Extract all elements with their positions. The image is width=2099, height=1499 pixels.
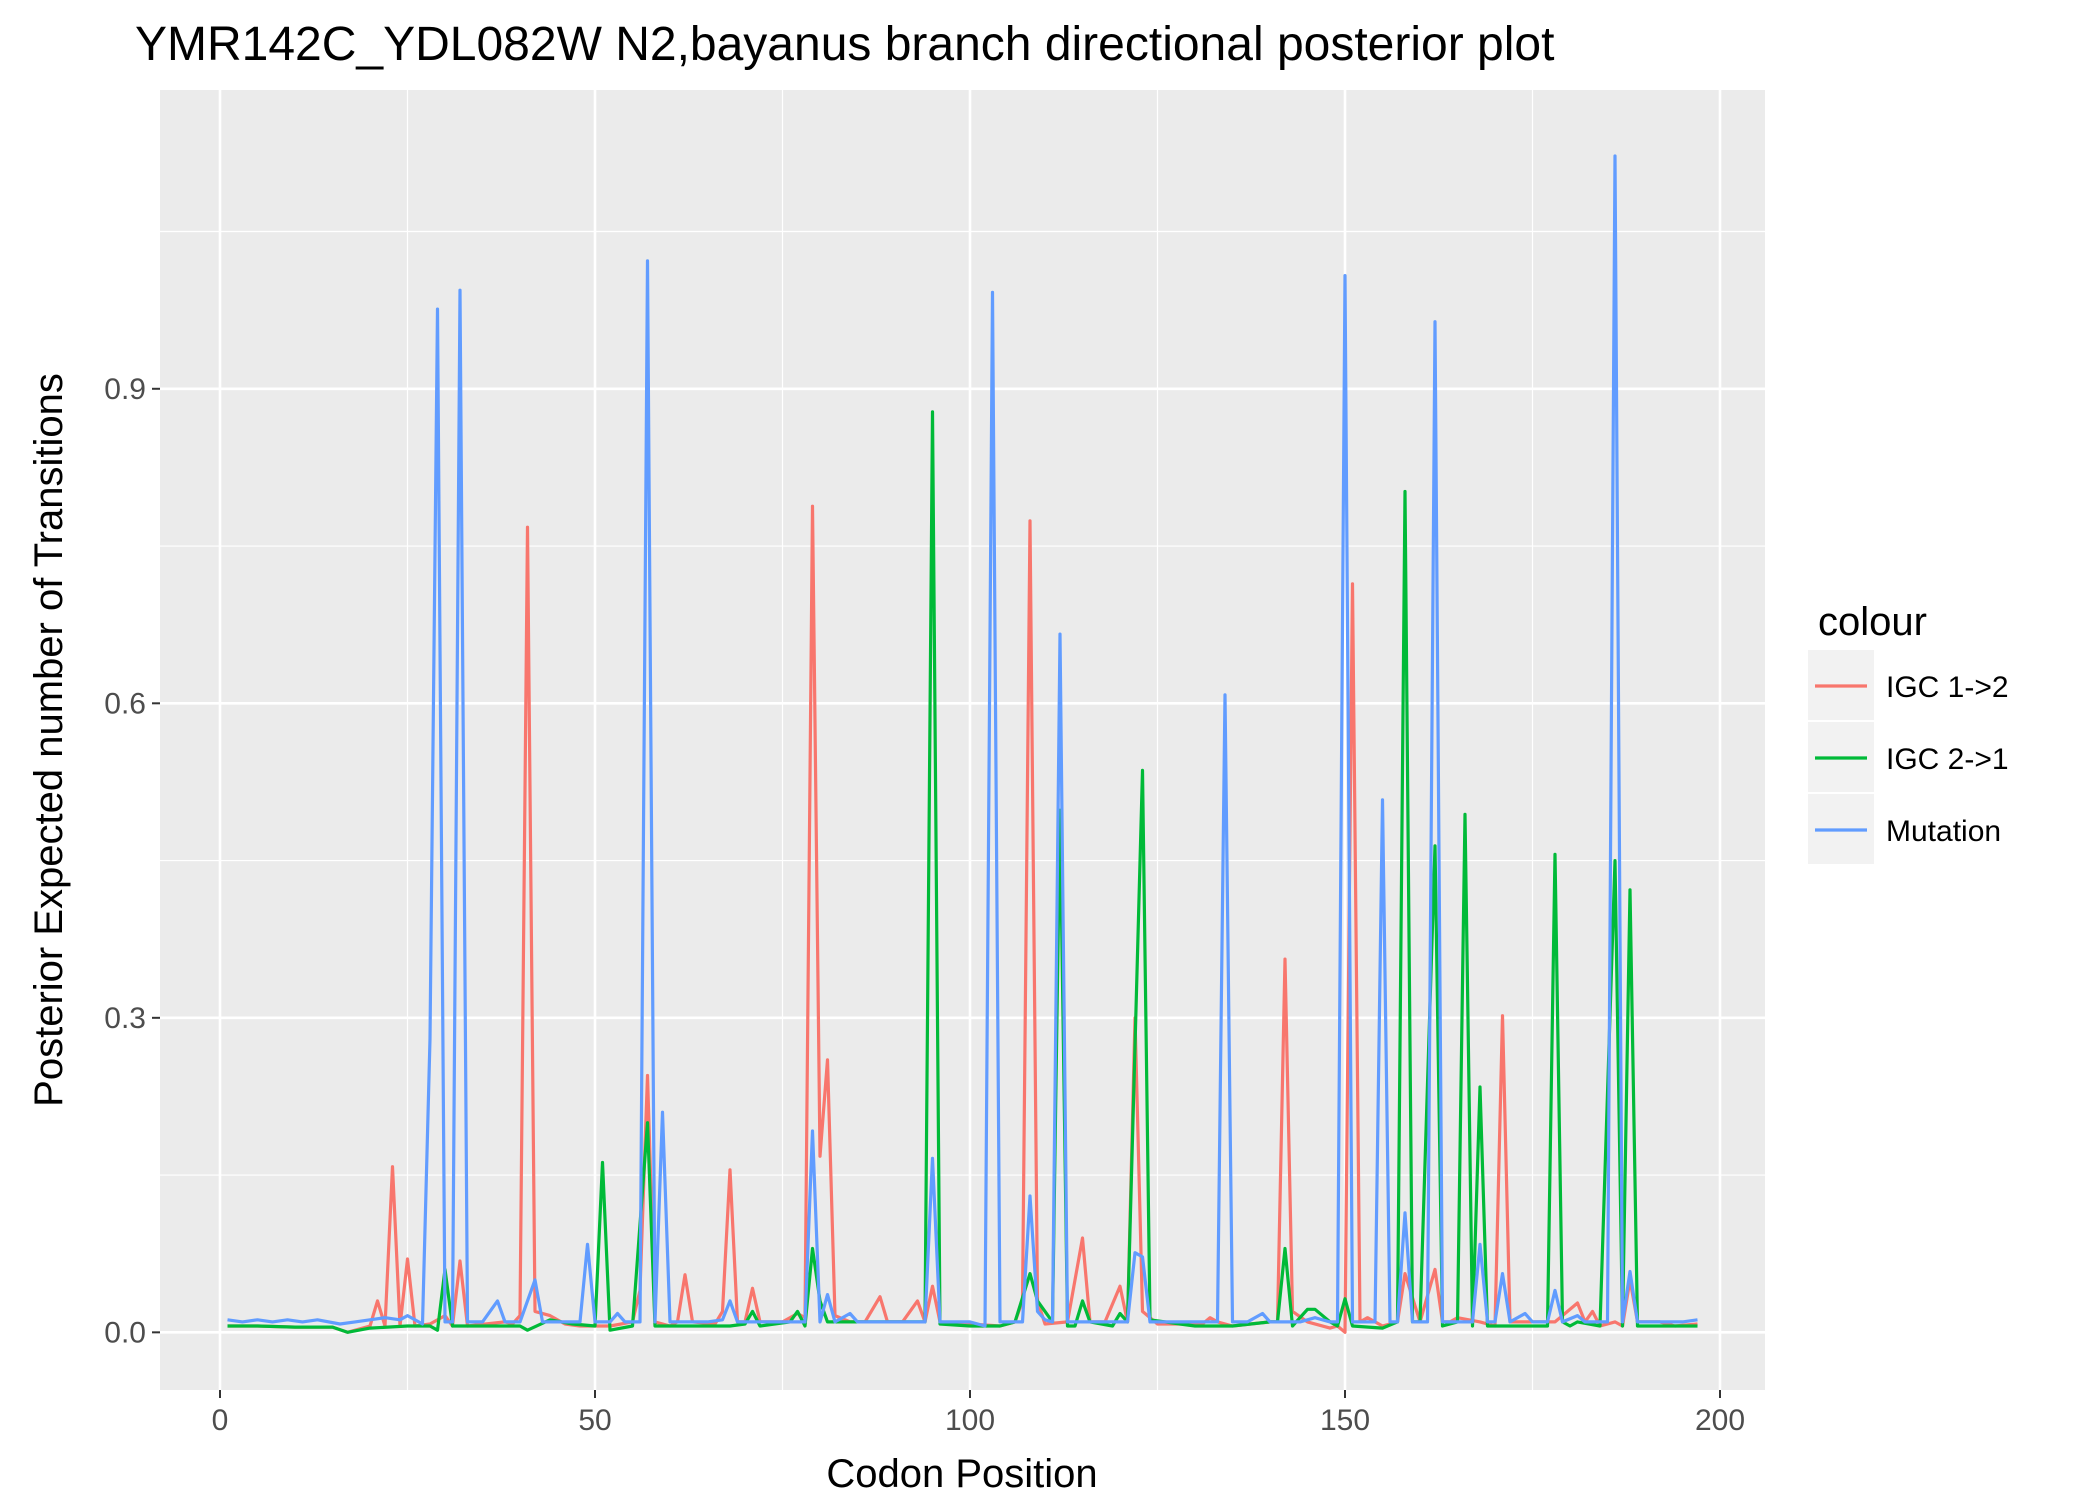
series-lines <box>227 154 1698 1334</box>
x-tick-label: 150 <box>1320 1404 1370 1437</box>
y-tick-label: 0.3 <box>104 1002 146 1035</box>
plot-panel <box>160 90 1765 1390</box>
series-line-2 <box>227 410 1698 1334</box>
x-tick-label: 0 <box>212 1404 229 1437</box>
legend-items: IGC 1->2 IGC 2->1 Mutation <box>1808 650 2009 864</box>
legend: colour IGC 1->2 IGC 2->1 Mutation <box>1808 600 2009 864</box>
y-tick-label: 0.0 <box>104 1316 146 1349</box>
x-tick-label: 200 <box>1695 1404 1745 1437</box>
legend-title: colour <box>1818 600 1927 644</box>
y-tick-label: 0.9 <box>104 373 146 406</box>
legend-label: Mutation <box>1886 815 2001 848</box>
y-axis-ticks: 0.0 0.3 0.6 0.9 <box>104 373 160 1349</box>
y-axis-title: Posterior Expected number of Transitions <box>27 373 71 1107</box>
chart-title: YMR142C_YDL082W N2,bayanus branch direct… <box>135 18 1554 71</box>
y-tick-label: 0.6 <box>104 687 146 720</box>
x-axis-title: Codon Position <box>826 1452 1097 1496</box>
x-tick-label: 100 <box>945 1404 995 1437</box>
x-tick-label: 50 <box>578 1404 611 1437</box>
legend-label: IGC 2->1 <box>1886 743 2009 776</box>
series-line-3 <box>227 154 1698 1328</box>
x-axis-ticks: 0 50 100 150 200 <box>212 1390 1745 1437</box>
legend-label: IGC 1->2 <box>1886 671 2009 704</box>
